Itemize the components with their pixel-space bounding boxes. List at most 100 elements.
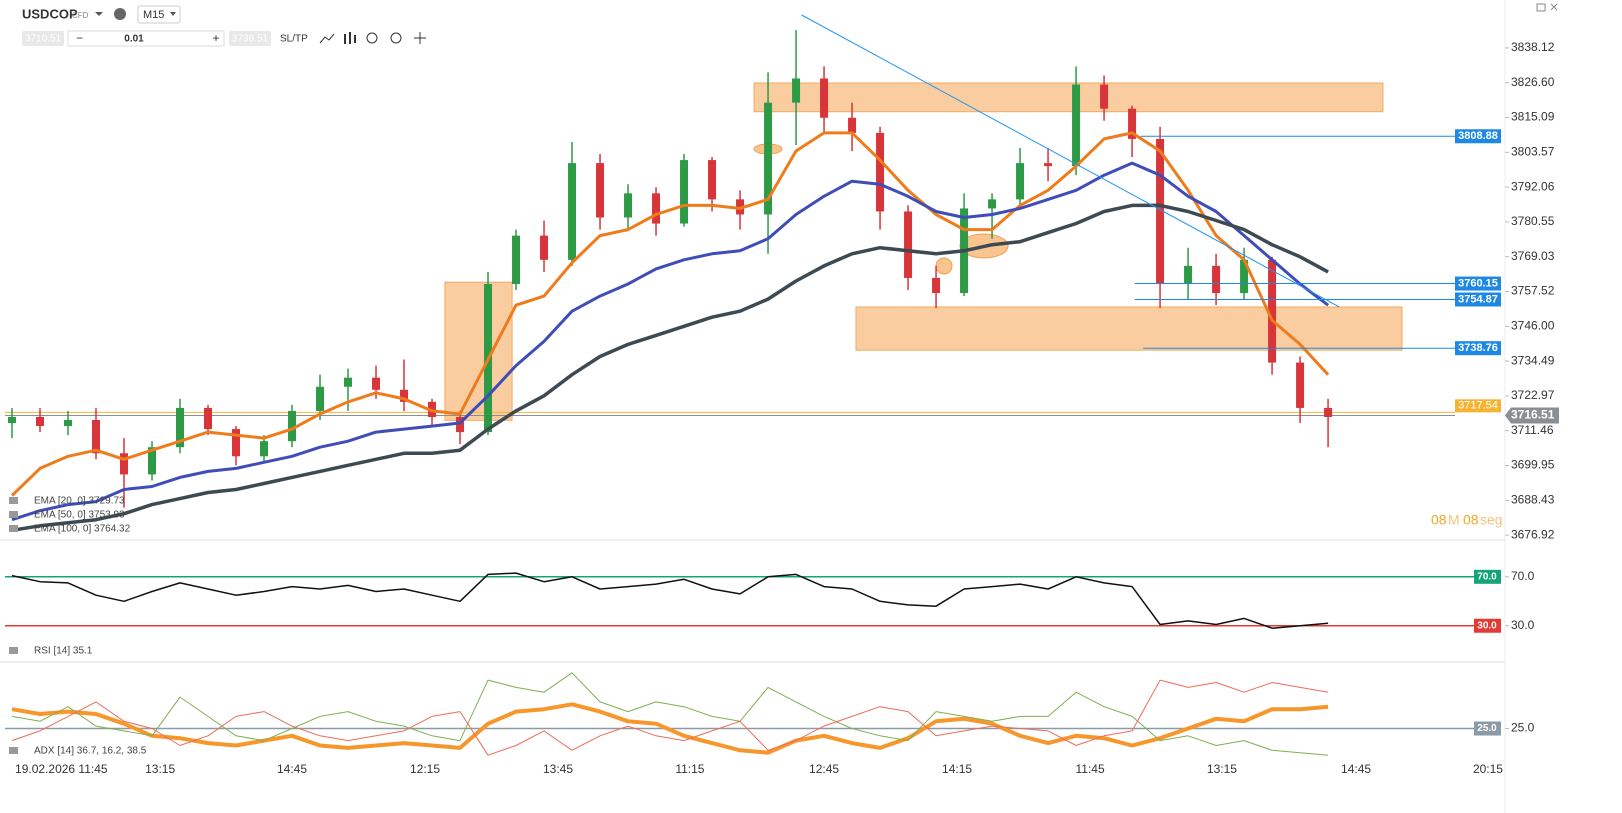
candle-body [1072,84,1081,167]
countdown-second-unit: seg [1480,512,1503,528]
candle-body [316,386,325,411]
instrument-kind: CFD [72,11,89,20]
candle-body [1156,138,1165,284]
level-label: 25.0 [1477,723,1497,734]
candle-body [988,199,997,209]
x-tick-label: 14:45 [277,762,307,776]
current-price-label: 3716.51 [1511,408,1555,422]
legend-icon [9,647,18,654]
candle-body [288,410,297,442]
y-tick-label: 3699.95 [1511,458,1555,472]
close-button[interactable] [1550,3,1558,11]
candle-body [36,416,45,427]
sltp-button[interactable]: SL/TP [280,34,308,45]
indicator-line [11,572,1329,629]
info-icon[interactable] [114,8,126,20]
candle-body [1128,108,1137,139]
countdown-minutes: 08 [1431,512,1447,528]
price-tag [1455,292,1501,307]
price-tag [1455,399,1501,413]
indicator-line [11,702,1329,755]
lot-size[interactable]: 0.01 [124,34,144,45]
plus-button[interactable]: + [212,31,219,45]
bid-price[interactable]: 3710.51 [25,34,62,45]
chart-type-icon[interactable] [319,33,335,44]
candle-body [1240,259,1249,294]
y-tick-label: 3711.46 [1511,423,1554,437]
candle-body [260,441,269,457]
crosshair-icon[interactable] [414,32,426,44]
lot-input[interactable] [67,30,225,47]
candle-body [1212,265,1221,294]
x-tick-label: 12:45 [809,762,839,776]
level-label: 30.0 [1477,620,1497,631]
y-tick-label: 30.0 [1511,618,1535,632]
minus-button[interactable]: − [76,31,83,45]
price-tag [1455,129,1501,144]
level-tag [1474,618,1501,633]
indicator-line [11,679,1329,756]
candle-body [148,447,157,475]
y-tick-label: 3815.09 [1511,110,1555,124]
candle-body [176,407,185,448]
symbol[interactable]: USDCOP [22,6,78,21]
level-label: 70.0 [1477,571,1497,582]
price-tag-label: 3760.15 [1458,277,1498,289]
candle-body [680,160,689,224]
x-tick-label: 14:15 [942,762,972,776]
zoom-in-icon[interactable] [390,32,402,44]
countdown-seconds: 08 [1463,512,1479,528]
candle-body [1016,163,1025,200]
candle-body [876,132,885,212]
legend-icon [9,497,18,504]
y-tick-label: 3780.55 [1511,214,1555,228]
price-tag-label: 3754.87 [1458,293,1498,305]
candle-body [764,102,773,215]
ask-box[interactable] [229,31,271,46]
y-tick-label: 3676.92 [1511,527,1555,541]
legend-icon [9,525,18,532]
candle-body [64,420,73,427]
price-tag [1455,276,1501,291]
timeframe-dropdown[interactable] [170,12,176,16]
legend-label: EMA [20, 0] 3729.73 [34,496,125,507]
ask-price[interactable]: 3738.51 [232,34,269,45]
candle-body [596,163,605,218]
candle-body [456,416,465,433]
x-tick-label: 14:45 [1341,762,1371,776]
candle-body [372,377,381,390]
timeframe[interactable]: M15 [143,9,164,21]
window-button[interactable] [1536,3,1546,12]
y-tick-label: 3734.49 [1511,353,1555,367]
bid-box[interactable] [22,31,64,46]
x-tick-label: 20:15 [1473,762,1503,776]
indicator-line [11,203,1329,533]
zone [444,281,513,421]
indicators-icon[interactable] [344,32,356,44]
candle-body [400,389,409,402]
zoom-out-icon[interactable] [366,32,378,44]
candle-body [1268,259,1277,363]
marker-ellipse [935,257,953,275]
candle-body [120,453,129,475]
candle-body [344,377,353,387]
legend-label: ADX [14] 36.7, 16.2, 38.5 [34,746,147,757]
candle-body [1184,265,1193,284]
x-tick-label: 13:45 [543,762,573,776]
candle-body [708,160,717,200]
legend-icon [9,511,18,518]
legend-label: EMA [50, 0] 3753.93 [34,510,125,521]
current-price-tag [1505,407,1559,424]
candle-body [624,193,633,218]
y-tick-label: 3838.12 [1511,40,1555,54]
timeframe-box[interactable] [137,5,181,24]
price-tag-label: 3717.54 [1458,400,1498,412]
x-tick-label: 11:45 [1075,762,1104,776]
candle-body [904,211,913,278]
y-tick-label: 25.0 [1511,721,1535,735]
candle-body [1100,84,1109,109]
candle-body [1044,163,1053,167]
symbol-dropdown[interactable] [95,12,103,16]
